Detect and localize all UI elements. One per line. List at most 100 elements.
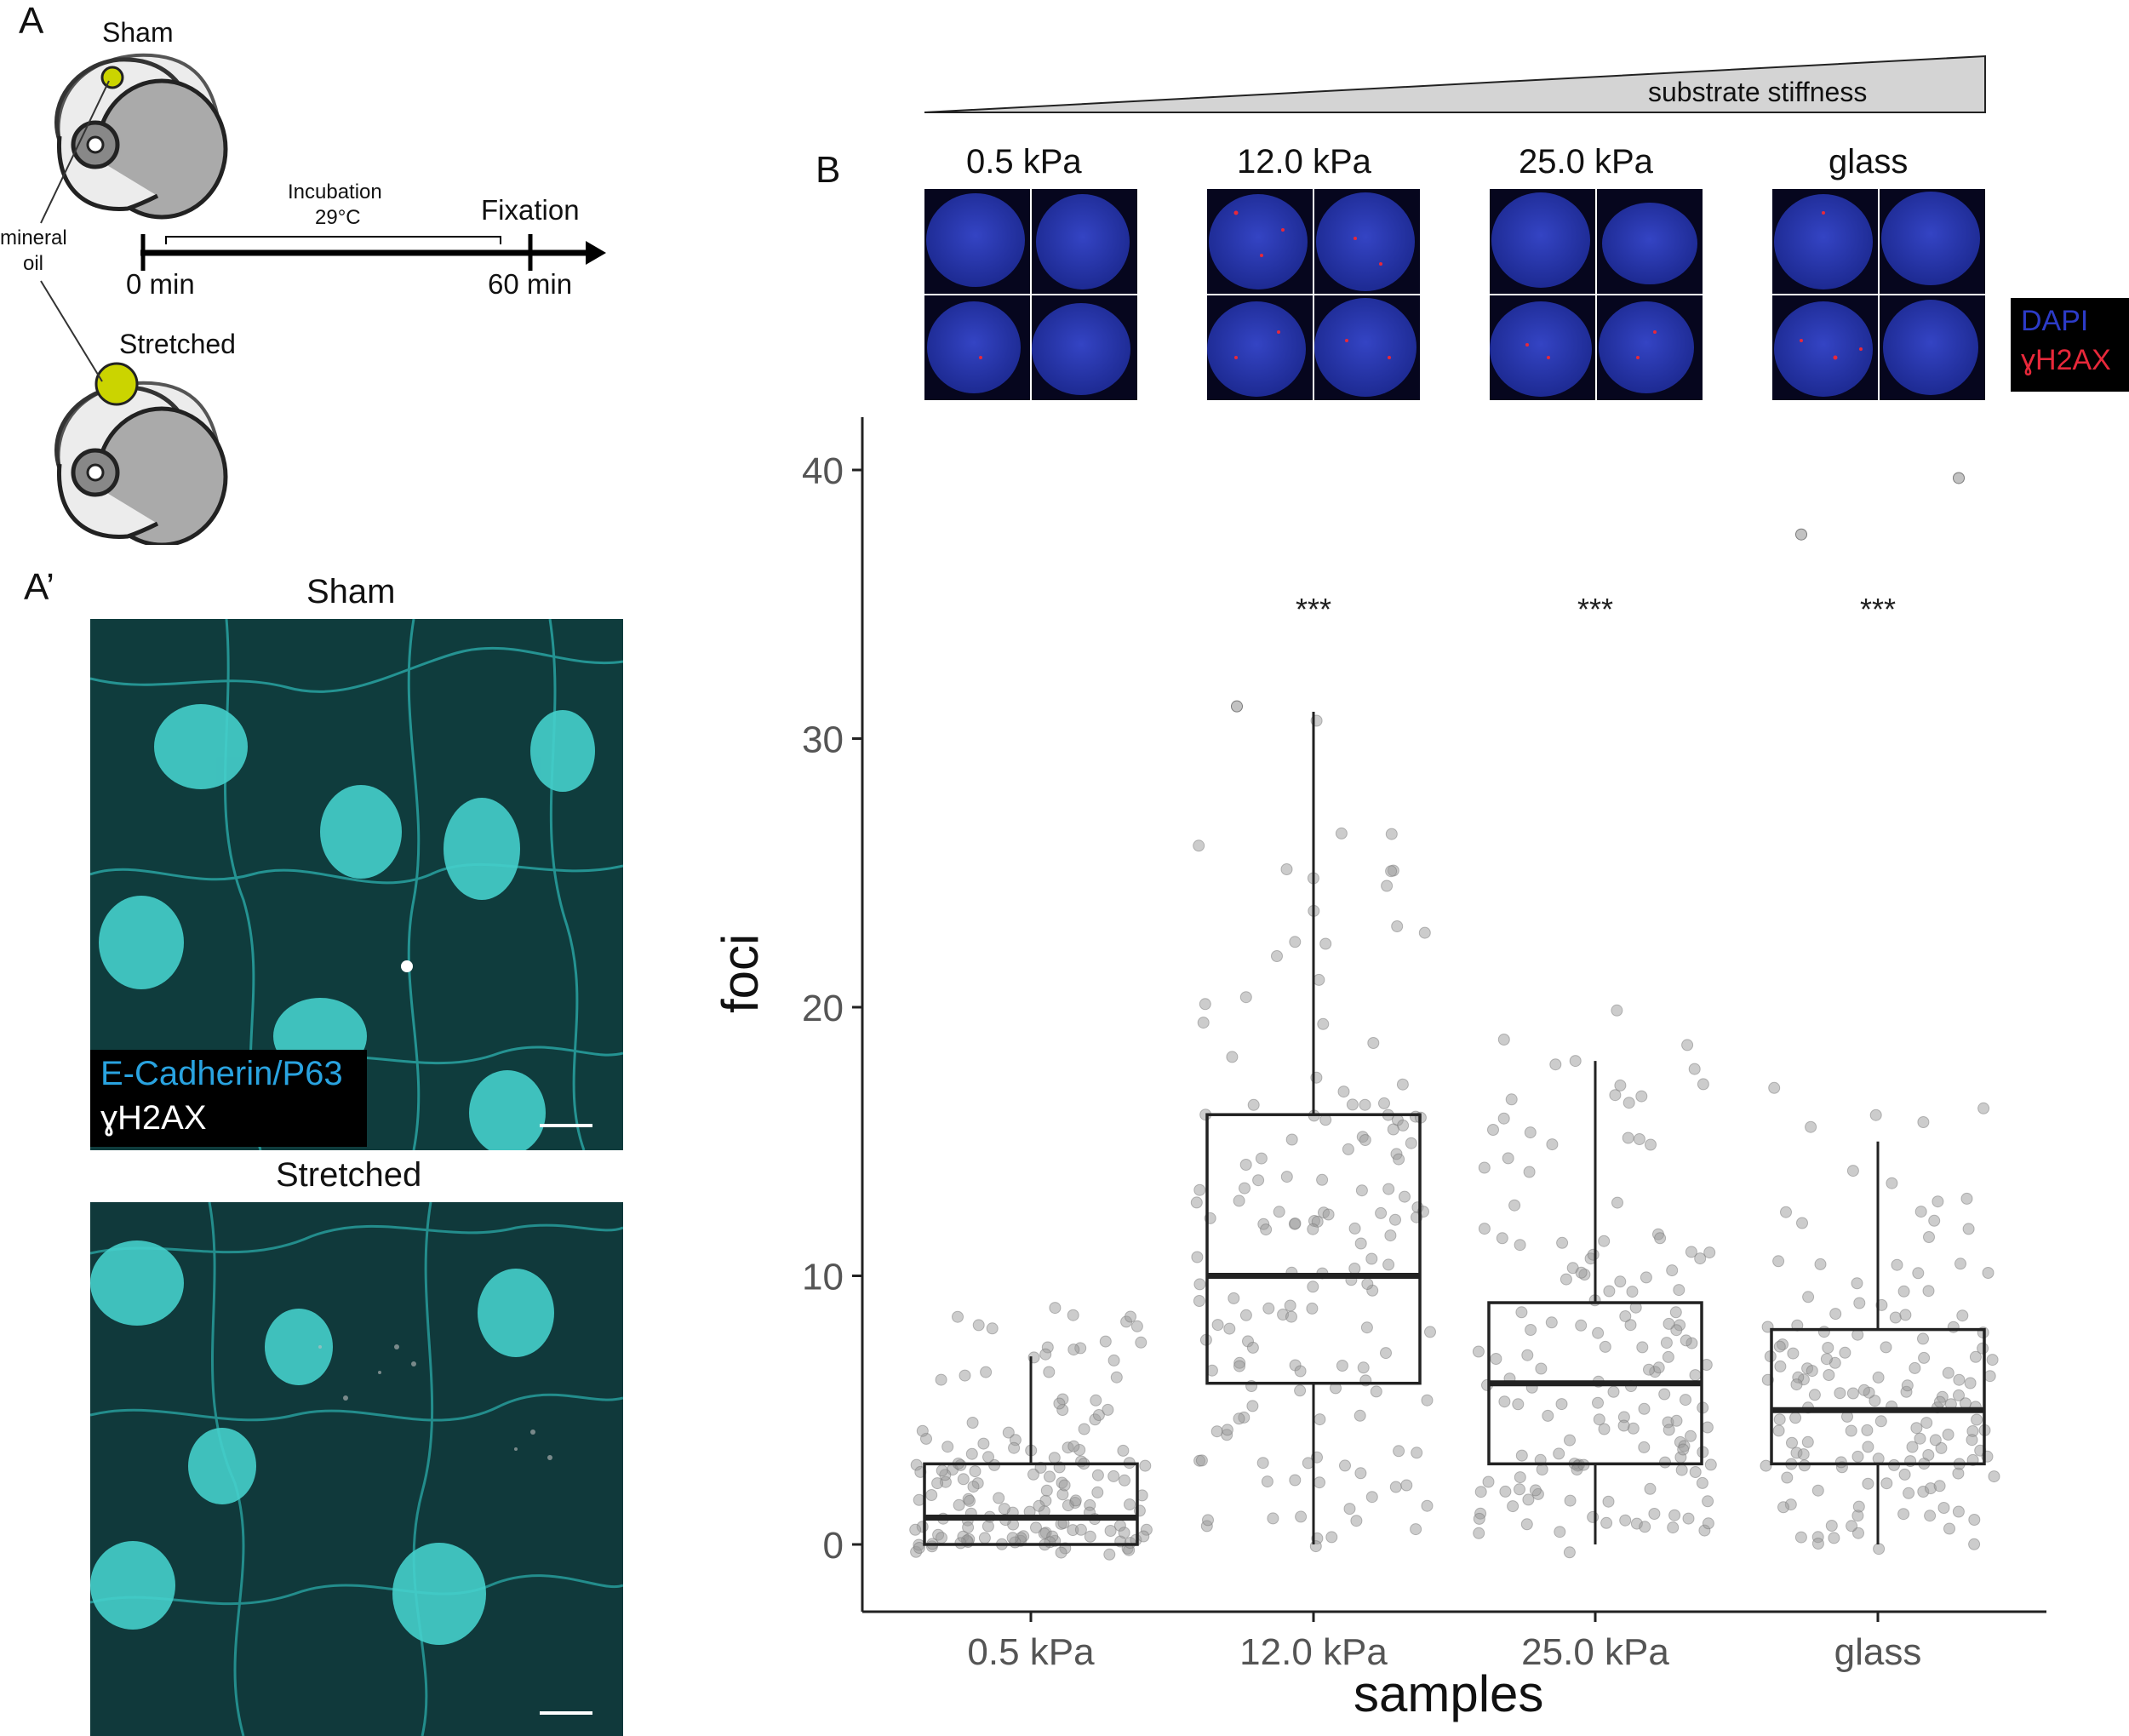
- data-point: [1360, 1321, 1373, 1334]
- data-point: [1825, 1520, 1838, 1532]
- data-point: [1246, 1400, 1259, 1412]
- data-point: [1190, 1196, 1203, 1209]
- data-point: [1834, 1456, 1847, 1469]
- data-point: [1135, 1336, 1147, 1349]
- data-point: [1302, 1457, 1314, 1470]
- data-point: [1897, 1508, 1910, 1521]
- data-point: [1478, 1223, 1491, 1235]
- data-point: [1703, 1246, 1716, 1259]
- data-point: [909, 1523, 922, 1536]
- data-point: [1677, 1443, 1690, 1456]
- data-point: [1575, 1266, 1588, 1279]
- data-point: [1380, 1347, 1392, 1360]
- data-point: [1289, 1217, 1302, 1229]
- data-point: [1490, 1353, 1502, 1365]
- data-point: [1857, 1384, 1870, 1396]
- data-point: [1008, 1441, 1021, 1454]
- data-point: [1619, 1514, 1632, 1527]
- data-point: [1507, 1500, 1519, 1513]
- data-point: [1211, 1319, 1224, 1332]
- data-point: [1289, 1474, 1302, 1487]
- data-point: [1682, 1512, 1695, 1525]
- data-point: [1027, 1468, 1039, 1481]
- data-point: [1942, 1366, 1954, 1379]
- data-point: [1942, 1429, 1954, 1441]
- data-point: [1515, 1306, 1528, 1319]
- data-point: [1600, 1516, 1613, 1529]
- data-point: [1199, 998, 1211, 1011]
- data-point: [1033, 1499, 1045, 1512]
- data-point: [1962, 1223, 1975, 1235]
- data-point: [1289, 936, 1302, 948]
- mineral-oil-label-1: mineral: [0, 226, 67, 249]
- data-point: [953, 1498, 965, 1511]
- data-point: [1768, 1081, 1781, 1094]
- data-point: [1074, 1523, 1087, 1536]
- data-point: [1195, 1454, 1208, 1467]
- data-point: [1418, 926, 1431, 939]
- data-point: [1197, 1017, 1210, 1029]
- data-point: [978, 1532, 991, 1544]
- data-point: [1648, 1508, 1661, 1520]
- data-point: [1587, 1248, 1600, 1261]
- data-point: [1638, 1441, 1651, 1453]
- data-point: [1869, 1395, 1881, 1407]
- data-point: [1410, 1523, 1422, 1536]
- data-point: [1522, 1493, 1535, 1506]
- data-point: [1834, 1387, 1846, 1400]
- data-point: [969, 1465, 982, 1478]
- data-point: [1252, 1174, 1265, 1187]
- data-point: [1966, 1434, 1978, 1447]
- data-point: [1514, 1239, 1526, 1252]
- data-point: [1285, 1133, 1298, 1146]
- fixation-label: Fixation: [481, 194, 580, 226]
- iqr-box: [1205, 1113, 1422, 1385]
- data-point: [1670, 1414, 1683, 1427]
- incubation-temp-label: 29°C: [315, 206, 361, 229]
- data-point: [1384, 1229, 1397, 1242]
- data-point: [1400, 1479, 1413, 1492]
- embryo-schematic: [40, 53, 606, 545]
- data-point: [1316, 1173, 1329, 1186]
- data-point: [1909, 1361, 1921, 1374]
- data-point: [1117, 1444, 1130, 1457]
- data-point: [1256, 1457, 1269, 1470]
- mineral-oil-label-2: oil: [23, 252, 44, 275]
- data-point: [1773, 1413, 1786, 1426]
- data-point: [1313, 1413, 1326, 1426]
- data-point: [1880, 1341, 1892, 1354]
- data-point: [1294, 1365, 1307, 1378]
- data-point: [1988, 1470, 2000, 1483]
- data-point: [1669, 1306, 1682, 1319]
- data-point: [1529, 1484, 1542, 1497]
- data-point: [1696, 1476, 1708, 1489]
- data-point: [1982, 1267, 1995, 1279]
- data-point: [1643, 1363, 1655, 1376]
- x-axis-label: samples: [1354, 1665, 1544, 1722]
- data-point: [1917, 1332, 1929, 1345]
- data-point: [1523, 1166, 1536, 1178]
- data-point: [1099, 1335, 1112, 1348]
- data-point: [1055, 1546, 1067, 1559]
- data-point: [1067, 1440, 1080, 1452]
- data-point: [1103, 1548, 1116, 1561]
- data-point: [998, 1503, 1010, 1515]
- data-point: [936, 1532, 947, 1544]
- data-point: [1521, 1349, 1534, 1361]
- y-tick-label: 0: [823, 1525, 844, 1567]
- data-point: [1694, 1252, 1707, 1265]
- data-point: [1313, 1476, 1325, 1489]
- stretched-embryo-icon: [54, 362, 228, 545]
- data-point: [1977, 1102, 1990, 1114]
- x-tick-label: 0.5 kPa: [967, 1631, 1095, 1673]
- data-point: [1639, 1521, 1651, 1533]
- data-point: [1917, 1116, 1930, 1128]
- data-point: [972, 1319, 985, 1332]
- data-point: [1365, 1491, 1378, 1504]
- data-point: [1389, 1481, 1402, 1493]
- data-point: [916, 1424, 929, 1437]
- data-point: [1560, 1273, 1572, 1286]
- data-point: [1053, 1397, 1066, 1410]
- data-point: [1107, 1354, 1120, 1366]
